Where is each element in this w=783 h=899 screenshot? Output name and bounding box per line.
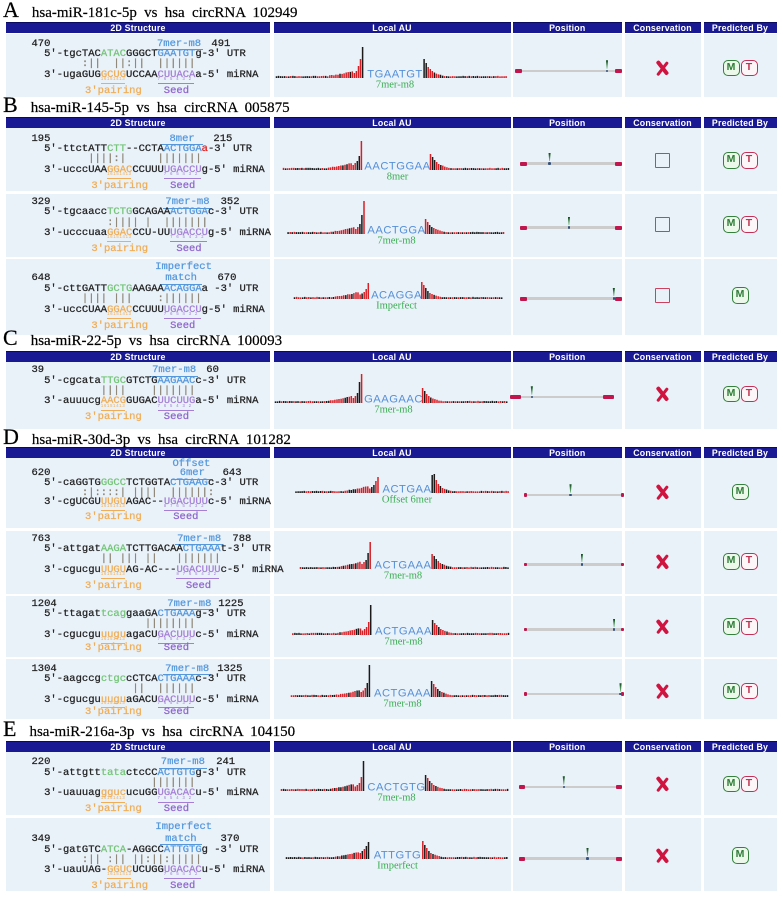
svg-text:7mer-m8: 7mer-m8 — [374, 405, 412, 416]
svg-text:ACTGAA: ACTGAA — [382, 483, 431, 495]
svg-text:Imperfect: Imperfect — [377, 861, 418, 872]
svg-text:7mer-m8: 7mer-m8 — [383, 699, 421, 710]
svg-text:AACTGGA: AACTGGA — [367, 224, 425, 236]
svg-text:ACTGAAA: ACTGAAA — [374, 688, 431, 700]
svg-text:7mer-m8: 7mer-m8 — [384, 636, 422, 647]
svg-text:Offset 6mer: Offset 6mer — [381, 494, 432, 505]
svg-text:CACTGTG: CACTGTG — [367, 782, 425, 794]
svg-text:8mer: 8mer — [386, 172, 408, 183]
svg-text:TGAATGT: TGAATGT — [367, 68, 423, 80]
svg-text:7mer-m8: 7mer-m8 — [377, 793, 415, 804]
svg-text:ACTGAAA: ACTGAAA — [374, 559, 431, 571]
svg-text:ACTGAAA: ACTGAAA — [375, 625, 432, 637]
svg-text:AACTGGAA: AACTGGAA — [364, 161, 430, 173]
svg-text:Imperfect: Imperfect — [376, 300, 417, 311]
svg-text:7mer-m8: 7mer-m8 — [375, 79, 413, 90]
svg-text:ATTGTG: ATTGTG — [373, 850, 421, 862]
svg-text:ACAGGA: ACAGGA — [371, 289, 422, 301]
svg-text:7mer-m8: 7mer-m8 — [377, 235, 415, 246]
svg-text:GAAGAAC: GAAGAAC — [364, 394, 423, 406]
svg-text:7mer-m8: 7mer-m8 — [383, 570, 421, 581]
